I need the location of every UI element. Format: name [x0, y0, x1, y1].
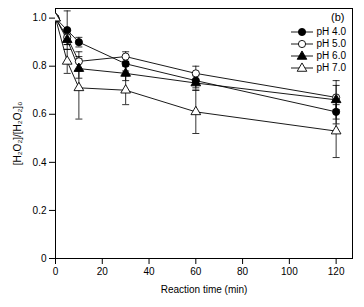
html-text:pH 4.0: pH 4.0	[316, 26, 346, 37]
svg-text:100: 100	[281, 266, 298, 277]
svg-text:0.4: 0.4	[33, 157, 47, 168]
svg-text:80: 80	[237, 266, 249, 277]
svg-text:Reaction time (min): Reaction time (min)	[161, 284, 248, 295]
svg-text:0.2: 0.2	[33, 205, 47, 216]
svg-text:1.0: 1.0	[33, 12, 47, 23]
svg-text:20: 20	[97, 266, 109, 277]
svg-text:0: 0	[41, 253, 47, 264]
html-text:pH 5.0: pH 5.0	[316, 38, 346, 49]
svg-text:120: 120	[328, 266, 345, 277]
svg-text:60: 60	[190, 266, 202, 277]
svg-text:40: 40	[143, 266, 155, 277]
html-text:pH 6.0: pH 6.0	[316, 50, 346, 61]
svg-text:0.8: 0.8	[33, 60, 47, 71]
svg-text:0.6: 0.6	[33, 108, 47, 119]
svg-text:0: 0	[53, 266, 59, 277]
svg-text:(b): (b)	[331, 11, 344, 23]
svg-text:[H₂O₂]/[H₂O₂]₀: [H₂O₂]/[H₂O₂]₀	[12, 102, 23, 166]
html-text:pH 7.0: pH 7.0	[316, 62, 346, 73]
